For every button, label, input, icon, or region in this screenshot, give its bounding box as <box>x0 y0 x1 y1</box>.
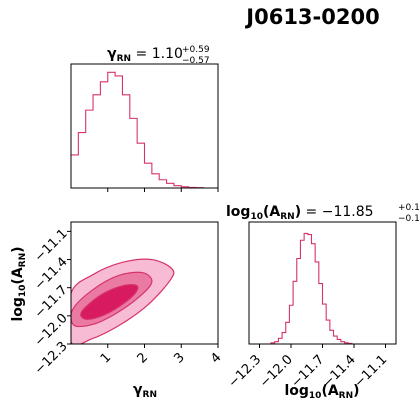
gamma-histogram-bin <box>93 95 100 188</box>
amplitude-panel-title: log10(ARN) = −11.85 <box>226 204 374 222</box>
gamma-histogram-bin <box>167 183 174 188</box>
gamma-title-value: = 1.10 <box>131 46 183 62</box>
amplitude-histogram-bin <box>319 284 323 344</box>
joint-x-tick-label: 2 <box>135 350 151 366</box>
gamma-histogram-bin <box>100 82 107 188</box>
amp-xlabel-base: 10 <box>309 391 322 401</box>
gamma-histogram-bin <box>108 72 115 188</box>
amplitude-histogram-bin <box>308 235 312 344</box>
gamma-histogram-bin <box>78 133 85 188</box>
amp-xlabel-log: log <box>284 383 308 399</box>
gamma-histogram-bin <box>86 110 93 188</box>
amplitude-histogram-bin <box>334 336 338 344</box>
gamma-title-lower-error: −0.57 <box>182 56 210 66</box>
joint-ylabel-base: 10 <box>18 285 28 298</box>
joint-ylabel-log: log <box>10 297 26 321</box>
amplitude-histogram-panel: −12.3−12.0−11.7−11.4−11.1 <box>226 221 397 391</box>
page-title: J0613-0200 <box>244 5 379 29</box>
amplitude-histogram-bin <box>337 339 341 344</box>
contour-level-inner <box>80 284 139 320</box>
amplitude-histogram-bin <box>304 233 308 344</box>
amp-title-lower-error: −0.14 <box>398 214 420 224</box>
amplitude-histogram-bin <box>315 262 319 344</box>
gamma-title-symbol: γ <box>107 46 117 62</box>
amplitude-histogram-bin <box>286 322 290 344</box>
joint-ylabel-sub: RN <box>18 253 28 267</box>
gamma-histogram-bin <box>137 143 144 188</box>
amp-xlabel-close: ) <box>353 383 359 399</box>
joint-contour-group <box>71 258 175 344</box>
amp-title-log-base: 10 <box>250 212 263 222</box>
gamma-histogram-bin <box>71 155 78 188</box>
gamma-title-upper-error: +0.59 <box>182 45 210 55</box>
amplitude-histogram-bin <box>311 244 315 344</box>
amp-title-log: log <box>226 204 250 220</box>
amplitude-histogram-bin <box>297 259 301 345</box>
amp-title-upper-error: +0.16 <box>398 203 420 213</box>
amp-title-close: ) <box>295 204 301 220</box>
joint-y-axis-label: log10(ARN) <box>10 246 28 321</box>
amplitude-histogram-bin <box>300 240 304 344</box>
amplitude-histogram-bin <box>278 338 282 344</box>
gamma-histogram-line <box>71 71 218 189</box>
amplitude-histogram-bin <box>289 305 293 344</box>
joint-x-tick-label: 4 <box>208 350 224 366</box>
amplitude-histogram-bin <box>323 304 327 344</box>
amp-title-sub: RN <box>280 212 294 222</box>
amp-title-paren: (A <box>263 204 280 220</box>
gamma-histogram-bin <box>122 95 129 188</box>
gamma-histogram-bin <box>145 163 152 188</box>
joint-x-tick-label: 1 <box>98 350 114 366</box>
amplitude-x-tick-label: −12.3 <box>226 352 265 391</box>
joint-ylabel-close: ) <box>10 246 26 252</box>
gamma-histogram-bin <box>115 76 122 188</box>
amp-xlabel-paren: (A <box>321 383 338 399</box>
joint-contour-panel: 1 2 3 4−12.3−12.0−11.7−11.4−11.1 <box>32 221 225 378</box>
gamma-panel-title: γRN = 1.10 <box>107 46 183 64</box>
amp-x-axis-label: log10(ARN) <box>284 383 359 401</box>
amplitude-histogram-bin <box>282 333 286 344</box>
amplitude-histogram-bin <box>326 320 330 344</box>
joint-xlabel-sub: RN <box>143 390 157 400</box>
gamma-histogram-bin <box>159 180 166 188</box>
joint-ylabel-paren: (A <box>10 267 26 284</box>
joint-x-tick-label: 3 <box>171 350 187 366</box>
gamma-title-subscript: RN <box>117 54 131 64</box>
gamma-histogram-panel <box>70 63 219 192</box>
amp-xlabel-sub: RN <box>339 391 353 401</box>
joint-xlabel-symbol: γ <box>133 382 143 398</box>
amplitude-histogram-bin <box>293 281 297 344</box>
joint-x-axis-label: γRN <box>133 382 157 400</box>
amp-title-value: = −11.85 <box>301 204 373 220</box>
amplitude-histogram-bin <box>330 330 334 344</box>
gamma-histogram-bin <box>130 118 137 188</box>
gamma-histogram-bin <box>152 174 159 188</box>
